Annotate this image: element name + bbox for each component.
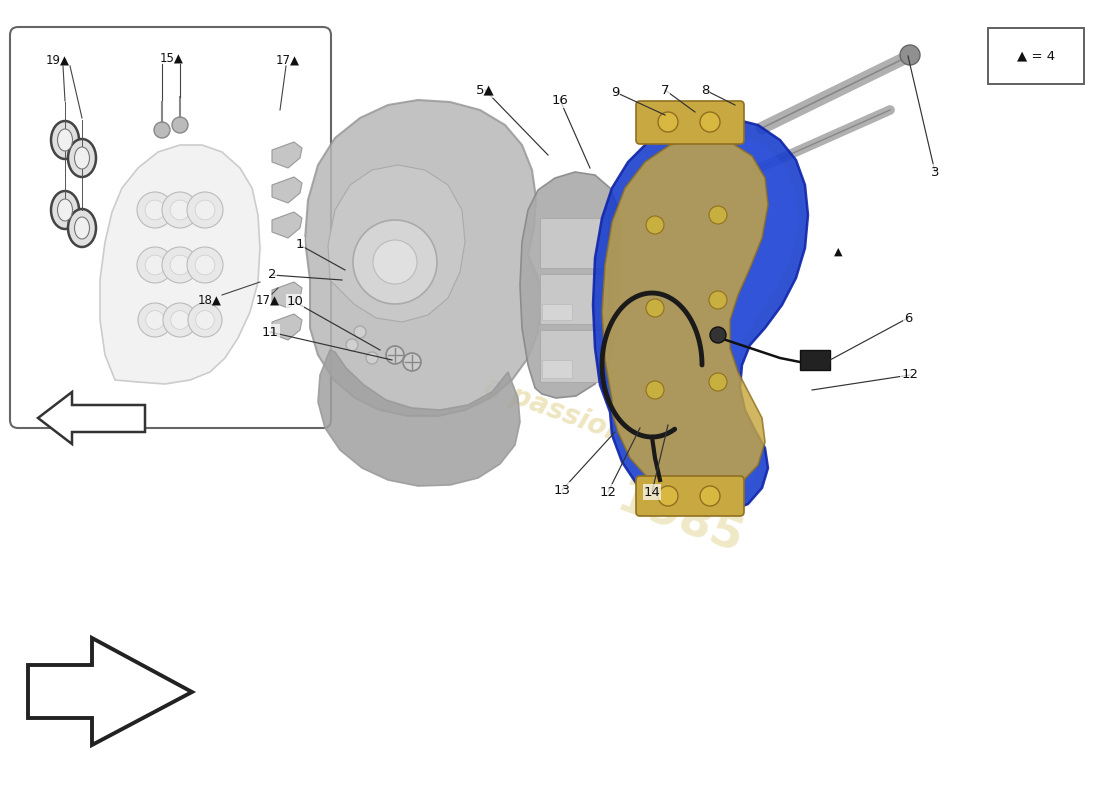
Circle shape (366, 352, 378, 364)
Circle shape (353, 220, 437, 304)
Polygon shape (318, 350, 520, 486)
FancyBboxPatch shape (10, 27, 331, 428)
Text: 12: 12 (600, 486, 616, 498)
Circle shape (710, 291, 727, 309)
Text: 9: 9 (610, 86, 619, 98)
Ellipse shape (68, 209, 96, 247)
Circle shape (658, 112, 678, 132)
Ellipse shape (51, 121, 79, 159)
Circle shape (154, 122, 170, 138)
Ellipse shape (68, 139, 96, 177)
Circle shape (700, 112, 720, 132)
Circle shape (138, 192, 173, 228)
Circle shape (138, 247, 173, 283)
Polygon shape (39, 392, 145, 444)
Circle shape (646, 216, 664, 234)
Polygon shape (272, 212, 302, 238)
Ellipse shape (75, 147, 89, 169)
Circle shape (145, 310, 164, 330)
Circle shape (172, 117, 188, 133)
Polygon shape (272, 142, 302, 168)
Bar (800, 350, 830, 370)
Circle shape (196, 310, 214, 330)
Circle shape (386, 346, 404, 364)
Circle shape (710, 206, 727, 224)
Ellipse shape (57, 129, 73, 151)
Circle shape (170, 200, 190, 220)
Ellipse shape (75, 217, 89, 239)
Circle shape (187, 192, 223, 228)
Bar (542, 304, 572, 320)
Bar (540, 274, 608, 324)
Circle shape (162, 247, 198, 283)
Polygon shape (272, 282, 302, 308)
Polygon shape (520, 172, 621, 398)
Text: 11: 11 (262, 326, 278, 338)
Polygon shape (272, 314, 302, 340)
Circle shape (162, 192, 198, 228)
Circle shape (700, 486, 720, 506)
Bar (540, 330, 608, 382)
Circle shape (187, 247, 223, 283)
Circle shape (170, 310, 189, 330)
Text: 7: 7 (661, 83, 669, 97)
Text: 8: 8 (701, 83, 710, 97)
Text: 12: 12 (902, 369, 918, 382)
Text: a passion for: a passion for (480, 372, 680, 468)
Circle shape (646, 381, 664, 399)
Circle shape (346, 339, 358, 351)
Circle shape (658, 486, 678, 506)
Text: 19▲: 19▲ (46, 54, 70, 66)
Circle shape (403, 353, 421, 371)
Text: 10: 10 (287, 295, 304, 309)
Bar (540, 218, 608, 268)
Text: 5▲: 5▲ (475, 83, 494, 97)
Circle shape (145, 255, 165, 275)
Polygon shape (602, 138, 768, 495)
FancyBboxPatch shape (636, 101, 744, 144)
Polygon shape (593, 118, 808, 515)
Circle shape (138, 303, 172, 337)
Text: 18▲: 18▲ (198, 294, 222, 306)
Polygon shape (100, 145, 260, 384)
Circle shape (710, 373, 727, 391)
Ellipse shape (51, 191, 79, 229)
FancyBboxPatch shape (988, 28, 1084, 84)
Circle shape (373, 240, 417, 284)
Polygon shape (272, 177, 302, 203)
Text: ▲: ▲ (834, 247, 843, 257)
Circle shape (163, 303, 197, 337)
Bar (542, 360, 572, 378)
Text: ▲ = 4: ▲ = 4 (1016, 50, 1055, 62)
Circle shape (710, 327, 726, 343)
Circle shape (145, 200, 165, 220)
Text: 1: 1 (296, 238, 305, 251)
Circle shape (646, 299, 664, 317)
Text: 17▲: 17▲ (256, 294, 280, 306)
Text: 16: 16 (551, 94, 569, 106)
Text: 13: 13 (553, 483, 571, 497)
Polygon shape (305, 100, 542, 416)
Text: 1985: 1985 (610, 476, 749, 564)
Text: 6: 6 (904, 311, 912, 325)
Circle shape (195, 255, 214, 275)
Polygon shape (612, 135, 798, 502)
Ellipse shape (57, 199, 73, 221)
Text: 15▲: 15▲ (161, 51, 184, 65)
Polygon shape (328, 165, 465, 322)
Polygon shape (28, 638, 192, 745)
Text: 3: 3 (931, 166, 939, 178)
Circle shape (195, 200, 214, 220)
FancyBboxPatch shape (636, 476, 744, 516)
Text: 14: 14 (644, 486, 660, 498)
Circle shape (354, 326, 366, 338)
Text: 2: 2 (267, 269, 276, 282)
Circle shape (170, 255, 190, 275)
Text: 17▲: 17▲ (276, 54, 300, 66)
Circle shape (188, 303, 222, 337)
Circle shape (900, 45, 920, 65)
